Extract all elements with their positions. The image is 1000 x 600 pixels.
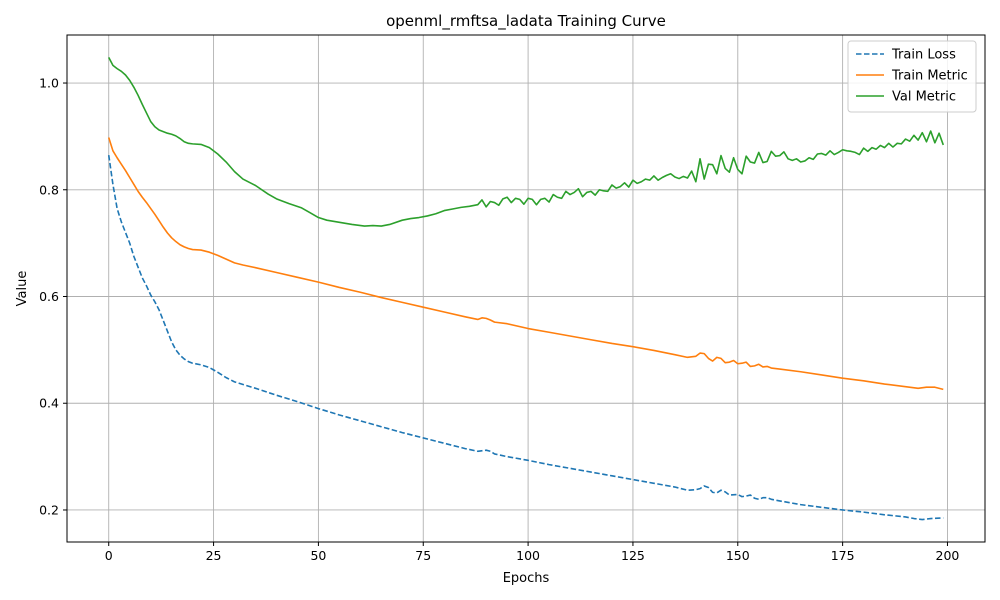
series-line-train-loss	[107, 154, 944, 521]
x-tick-label: 25	[206, 548, 222, 563]
x-tick-label: 0	[105, 548, 113, 563]
series-line-train-metric	[107, 137, 944, 391]
legend: Train Loss Train Metric Val Metric	[847, 40, 977, 113]
chart-title: openml_rmftsa_ladata Training Curve	[386, 12, 666, 31]
y-tick-label: 0.6	[39, 289, 59, 304]
x-tick-label: 175	[831, 548, 855, 563]
plot-frame	[66, 34, 986, 543]
y-axis-ticks: 0.2 0.4 0.6 0.8 1.0	[39, 76, 67, 517]
x-axis-ticks: 0 25 50 75 100 125 150 175 200	[105, 542, 960, 563]
series-group	[107, 57, 945, 521]
x-tick-label: 75	[415, 548, 431, 563]
legend-label: Train Metric	[891, 69, 968, 84]
legend-label: Val Metric	[892, 90, 956, 105]
y-tick-label: 0.4	[39, 396, 59, 411]
y-tick-label: 0.8	[39, 182, 59, 197]
y-tick-label: 0.2	[39, 502, 59, 517]
x-tick-label: 100	[516, 548, 540, 563]
x-tick-label: 50	[310, 548, 326, 563]
x-tick-label: 150	[726, 548, 750, 563]
x-axis-label: Epochs	[503, 571, 550, 586]
x-tick-label: 200	[936, 548, 960, 563]
legend-label: Train Loss	[891, 48, 956, 63]
x-tick-label: 125	[621, 548, 645, 563]
y-tick-label: 1.0	[39, 76, 59, 91]
grid	[67, 35, 985, 542]
legend-box	[847, 40, 977, 113]
y-axis-label: Value	[15, 271, 30, 307]
series-line-val-metric	[108, 57, 945, 227]
